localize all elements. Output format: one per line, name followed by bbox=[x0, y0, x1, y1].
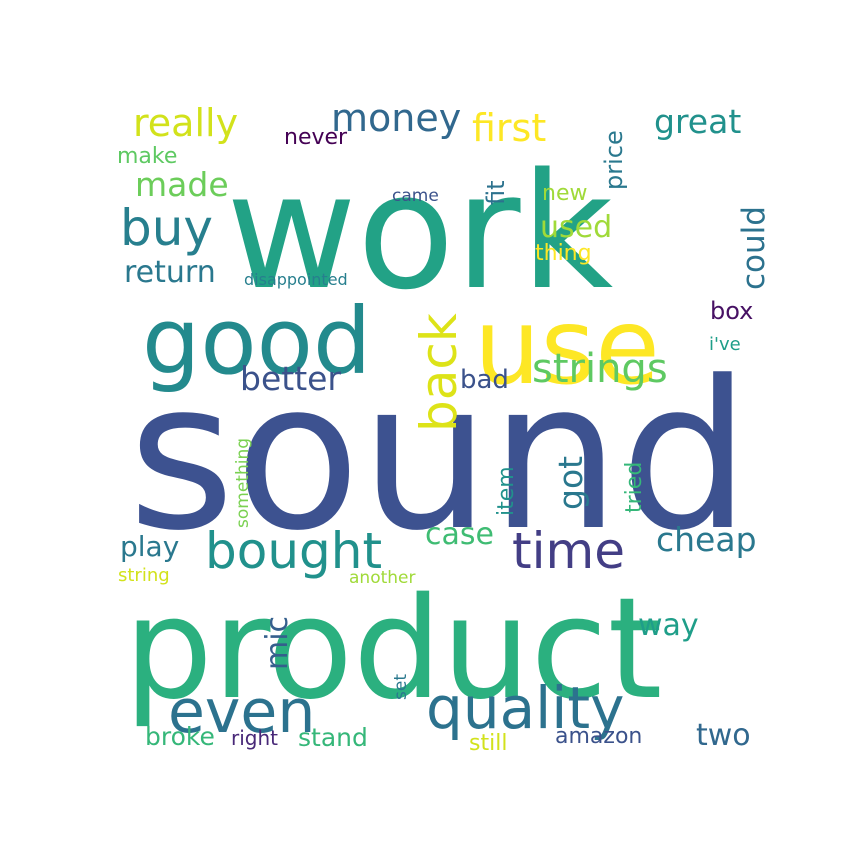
word-two: two bbox=[696, 718, 751, 753]
word-return: return bbox=[124, 255, 216, 290]
word-tried: tried bbox=[622, 462, 647, 513]
word-broke: broke bbox=[145, 722, 215, 751]
word-set: set bbox=[391, 674, 411, 700]
word-bought: bought bbox=[205, 522, 382, 580]
word-something: something bbox=[233, 438, 253, 528]
word-made: made bbox=[135, 165, 229, 204]
word-bad: bad bbox=[460, 365, 509, 395]
word-product: product bbox=[124, 568, 662, 731]
word-got: got bbox=[551, 456, 590, 510]
word-cheap: cheap bbox=[656, 520, 757, 559]
word-still: still bbox=[469, 731, 507, 756]
word-great: great bbox=[654, 102, 741, 141]
word-play: play bbox=[120, 530, 179, 563]
word-case: case bbox=[425, 517, 494, 552]
word-new: new bbox=[542, 181, 587, 206]
word-price: price bbox=[600, 130, 628, 190]
word-box: box bbox=[710, 297, 753, 325]
word-never: never bbox=[284, 125, 348, 150]
word-strings: strings bbox=[532, 346, 668, 392]
word-another: another bbox=[349, 568, 415, 588]
word-sound: sound bbox=[128, 338, 750, 576]
word-right: right bbox=[231, 726, 278, 750]
word-stand: stand bbox=[298, 723, 368, 752]
word-quality: quality bbox=[426, 674, 624, 742]
word-thing: thing bbox=[535, 241, 592, 266]
word-use: use bbox=[474, 286, 660, 408]
word-mic: mic bbox=[260, 616, 295, 670]
word-back: back bbox=[410, 313, 468, 432]
word-fit: fit bbox=[482, 180, 510, 205]
word-used: used bbox=[540, 210, 612, 245]
word-money: money bbox=[331, 96, 461, 140]
word-even: even bbox=[168, 677, 315, 747]
word-came: came bbox=[392, 186, 439, 206]
word-buy: buy bbox=[120, 199, 213, 257]
word-first: first bbox=[472, 106, 546, 150]
word-make: make bbox=[117, 144, 177, 169]
word-work: work bbox=[226, 138, 614, 325]
word-could: could bbox=[736, 206, 772, 290]
word-disappointed: disappointed bbox=[244, 270, 348, 289]
word-string: string bbox=[118, 565, 170, 586]
word-time: time bbox=[512, 522, 625, 580]
word-way: way bbox=[638, 608, 699, 643]
word-amazon: amazon bbox=[555, 724, 642, 749]
word-really: really bbox=[133, 101, 238, 145]
word-i-ve: i've bbox=[709, 334, 741, 355]
word-item: item bbox=[494, 466, 519, 516]
word-good: good bbox=[142, 288, 371, 395]
word-better: better bbox=[240, 359, 341, 398]
